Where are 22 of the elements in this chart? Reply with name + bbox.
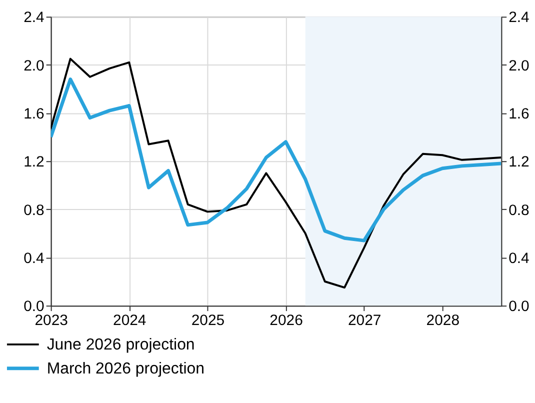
x-tick-label: 2024 — [113, 312, 146, 330]
legend-label: June 2026 projection — [46, 336, 195, 354]
y-tick-label: 1.2 — [24, 154, 44, 171]
y-tick-label: 0.4 — [24, 250, 44, 267]
y2-tick-label: 0.0 — [508, 298, 530, 316]
x-tick-label: 2027 — [348, 312, 382, 330]
y-tick-label: 2.0 — [24, 57, 44, 74]
x-tick-label: 2028 — [426, 312, 460, 330]
y-tick-label: 2.4 — [24, 9, 44, 26]
x-tick-label: 2026 — [270, 312, 303, 330]
y-tick-label: 0.8 — [24, 202, 44, 219]
y-tick-label: 1.6 — [24, 105, 44, 122]
x-tick-label: 2025 — [191, 312, 225, 330]
y2-tick-label: 2.0 — [508, 57, 530, 74]
y2-tick-label: 1.6 — [508, 105, 530, 122]
y2-tick-label: 2.4 — [508, 9, 530, 26]
legend-label: March 2026 projection — [46, 360, 205, 378]
y2-tick-label: 1.2 — [508, 154, 530, 171]
line-series — [50, 58, 502, 289]
y2-tick-label: 0.4 — [508, 250, 530, 267]
y2-tick-label: 0.8 — [508, 202, 530, 219]
line-series — [50, 78, 502, 242]
